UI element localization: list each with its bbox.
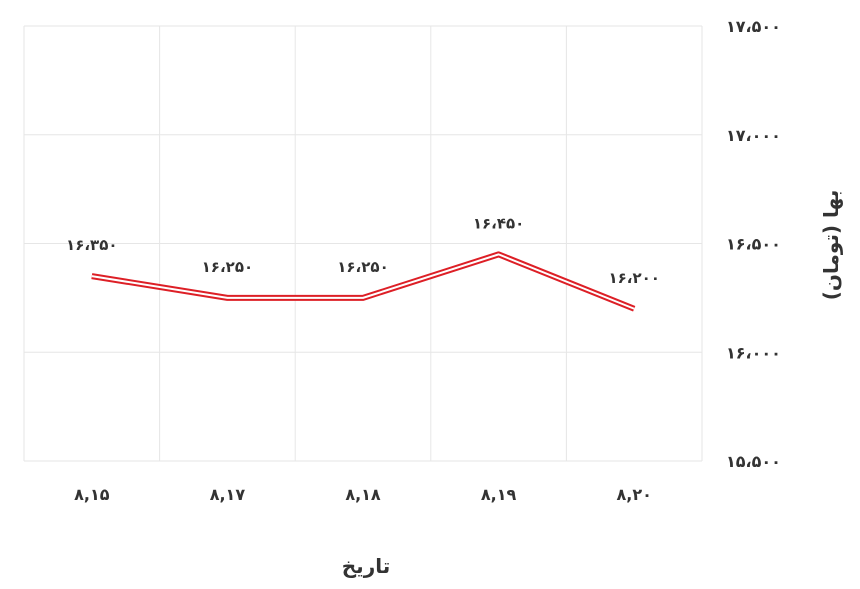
series-line-inner — [91, 253, 635, 310]
data-label: ۱۶،۲۵۰ — [337, 258, 388, 276]
data-label: ۱۶،۴۵۰ — [473, 214, 524, 232]
y-tick-label: ۱۶،۰۰۰ — [726, 343, 781, 362]
x-tick-labels: ۸,۱۵ ۸,۱۷ ۸,۱۸ ۸,۱۹ ۸,۲۰ — [74, 485, 652, 504]
y-tick-label: ۱۷،۵۰۰ — [726, 17, 781, 36]
y-tick-label: ۱۶،۵۰۰ — [726, 235, 781, 254]
data-labels: ۱۶،۳۵۰ ۱۶،۲۵۰ ۱۶،۲۵۰ ۱۶،۴۵۰ ۱۶،۲۰۰ — [66, 214, 660, 286]
grid — [23, 25, 703, 462]
x-tick-label: ۸,۱۷ — [210, 485, 246, 504]
x-tick-label: ۸,۱۹ — [481, 485, 517, 504]
y-tick-label: ۱۷،۰۰۰ — [726, 126, 781, 145]
x-axis-title: تاریخ — [342, 554, 390, 578]
y-tick-labels: ۱۵،۵۰۰ ۱۶،۰۰۰ ۱۶،۵۰۰ ۱۷،۰۰۰ ۱۷،۵۰۰ — [726, 17, 781, 471]
y-axis-title: بها (تومان) — [819, 190, 843, 300]
x-tick-label: ۸,۱۸ — [345, 485, 381, 504]
x-tick-label: ۸,۱۵ — [74, 485, 110, 504]
data-label: ۱۶،۲۵۰ — [202, 258, 253, 276]
data-label: ۱۶،۳۵۰ — [66, 236, 117, 254]
series-line — [91, 251, 636, 312]
y-tick-label: ۱۵،۵۰۰ — [726, 452, 781, 471]
data-label: ۱۶،۲۰۰ — [608, 269, 659, 287]
x-tick-label: ۸,۲۰ — [617, 485, 652, 504]
